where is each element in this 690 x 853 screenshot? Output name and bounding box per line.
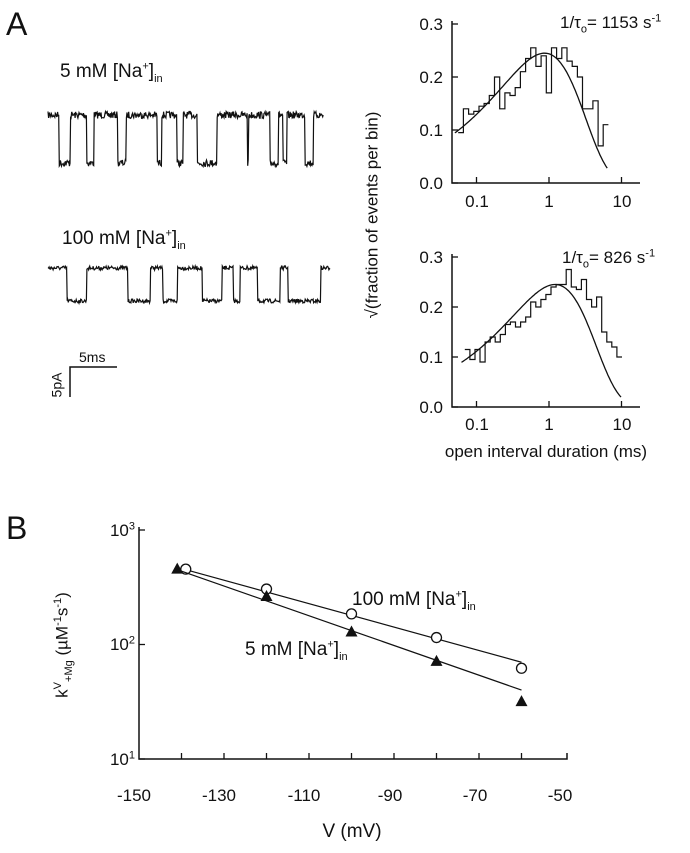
data-point-5mM: [171, 562, 184, 574]
histogram-100mM: [451, 254, 640, 408]
axes: [138, 527, 568, 760]
ytick-b-1000: 103: [109, 520, 135, 540]
ytick-bottom-0.0: 0.0: [419, 398, 443, 417]
histogram-bars: [464, 268, 622, 363]
legend-100mM: 100 mM [Na+]in: [352, 588, 476, 613]
ytick-b-10: 101: [109, 749, 135, 769]
ytick-bottom-0.3: 0.3: [419, 248, 443, 267]
histogram-5mM: [451, 21, 640, 184]
ytick-bottom-0.1: 0.1: [419, 348, 443, 367]
xtick-bottom-10: 10: [612, 415, 632, 434]
tau-label-top: 1/τo= 1153 s-1: [560, 12, 662, 36]
xtick-top-0.1: 0.1: [465, 192, 489, 211]
scale-bar: [69, 366, 117, 397]
scale-bar-lines: [69, 366, 117, 397]
ytick-top-0.0: 0.0: [419, 174, 443, 193]
current-trace-5mM: [47, 109, 324, 169]
ytick-b-100: 102: [109, 634, 135, 654]
b-y-axis-title: kV+Mg (µM-1s-1): [51, 592, 75, 698]
xtick-b--130: -130: [201, 786, 237, 805]
data-point-5mM: [260, 590, 273, 602]
scale-bar-current-label: 5pA: [48, 372, 65, 398]
xtick-bottom-1: 1: [544, 415, 554, 434]
histogram-x-axis-title: open interval duration (ms): [444, 442, 648, 461]
data-point-100mM: [515, 662, 528, 674]
data-point-5mM: [430, 654, 443, 666]
legend-5mM: 5 mM [Na+]in: [245, 638, 348, 663]
xtick-top-1: 1: [544, 192, 554, 211]
data-point-100mM: [345, 608, 358, 620]
xtick-bottom-0.1: 0.1: [465, 415, 489, 434]
histogram-bars: [458, 47, 609, 147]
ytick-top-0.1: 0.1: [419, 121, 443, 140]
ytick-bottom-0.2: 0.2: [419, 298, 443, 317]
current-trace-100mM: [47, 263, 331, 306]
trace-label-5mM: 5 mM [Na+]in: [60, 60, 163, 85]
data-point-5mM: [345, 625, 358, 637]
xtick-b--90: -90: [377, 786, 403, 805]
histogram-y-axis-title: √(fraction of events per bin): [362, 111, 382, 319]
xtick-b--50: -50: [547, 786, 573, 805]
axes: [451, 21, 640, 184]
tau-label-bottom: 1/τo= 826 s-1: [562, 247, 656, 271]
trace-label-100mM: 100 mM [Na+]in: [62, 227, 186, 252]
data-point-5mM: [515, 695, 528, 707]
panel-label-b: B: [6, 510, 28, 546]
xtick-b--150: -150: [116, 786, 152, 805]
rate-vs-voltage-plot: [138, 527, 568, 760]
fit-curve: [461, 283, 622, 398]
xtick-top-10: 10: [612, 192, 632, 211]
ytick-top-0.3: 0.3: [419, 15, 443, 34]
single-channel-traces: [47, 109, 331, 306]
b-x-axis-title: V (mV): [322, 821, 382, 842]
scale-bar-time-label: 5ms: [79, 349, 106, 365]
ytick-top-0.2: 0.2: [419, 68, 443, 87]
data-point-100mM: [430, 631, 443, 644]
fit-curve: [454, 52, 608, 169]
panel-label-a: A: [6, 6, 28, 42]
xtick-b--70: -70: [462, 786, 488, 805]
xtick-b--110: -110: [287, 786, 321, 805]
